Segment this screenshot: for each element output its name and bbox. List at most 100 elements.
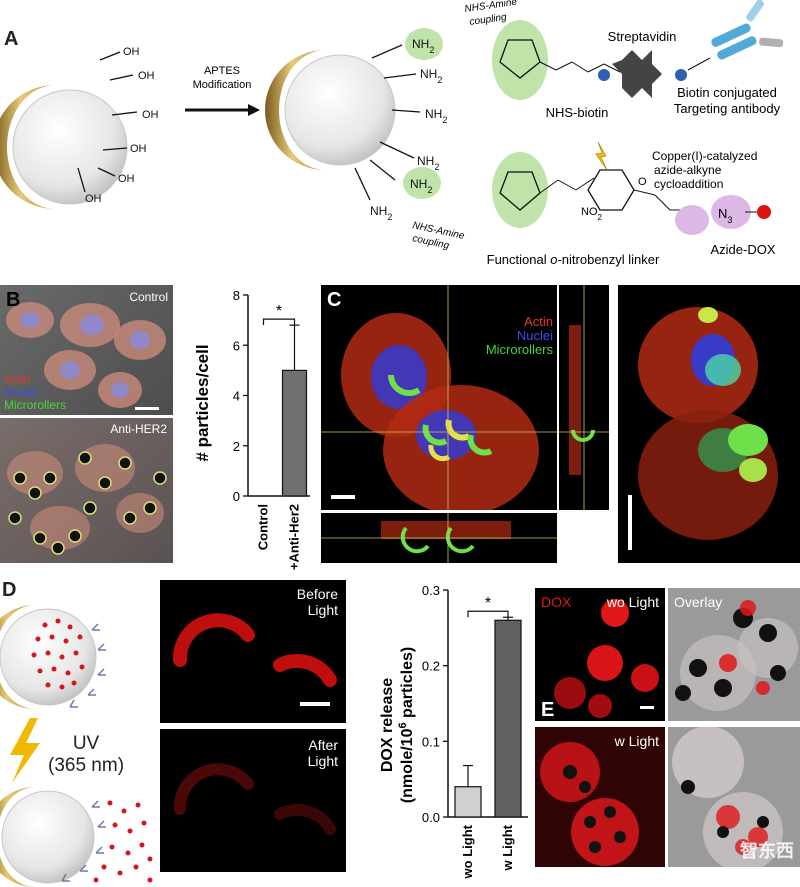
uv-lightning-icon [10,718,40,783]
legend-c-microrollers: Microrollers [485,342,553,357]
fluor-after-light: After Light [160,729,346,872]
chart-d-bar [494,619,522,818]
oh-label-4: OH [130,143,147,155]
micrograph-antiher2: Anti-HER2 [0,418,173,563]
nh2-label-4: NH2 [417,154,439,172]
legend-nuclei: Nuclei [4,385,38,399]
oh-label-1: OH [123,46,140,58]
chart-d-bar [454,786,482,818]
chart-b-ytick-label: 6 [233,338,240,353]
chart-b-ylabel: # particles/cell [193,344,212,461]
before-light-label: Before Light [297,586,338,618]
nh2-label-1: NH2 [412,37,434,55]
legend-actin: Actin [4,372,31,386]
after-light-text: Light [307,753,338,769]
w-light-label: w Light [614,733,659,749]
panel-c-legend: Actin Nuclei Microrollers [486,315,553,357]
panel-c-letter: C [327,289,342,311]
chart-b-axes: 0 2 4 6 8 [233,288,310,504]
n3-label: N3 [718,206,732,225]
panel-d-schematic: D [0,575,160,887]
chart-b-category-label: +Anti-Her2 [287,504,302,570]
no2-label: NO2 [581,206,603,222]
copper-label-1: Copper(I)-catalyzed [652,149,757,163]
chart-b-significance-star: * [276,303,282,320]
panel-a: A [0,0,800,285]
chart-d-marks: wo Light w Light * [454,595,522,879]
biotin-conjugated-label: Biotin conjugated [677,85,777,100]
panel-a-graphic: OH OH OH OH OH OH APTES Modification [0,0,784,267]
panel-b-letter: B [6,289,21,311]
watermark: 智东西 [740,841,794,861]
particle-after-uv [0,787,153,887]
fluor-before-light: Before Light [160,580,346,723]
after-light-label: After Light [308,737,338,769]
oh-label-5: OH [118,173,135,185]
particle-left [0,51,138,209]
chart-b-ytick-label: 2 [233,439,240,454]
chart-d-ytick-label: 0.0 [422,810,440,825]
panel-d-letter: D [2,579,17,601]
confocal-side-xz [321,513,557,563]
wo-light-label: wo Light [606,594,659,610]
chart-b-bar [281,369,308,497]
dox-wo-light: DOX wo Light [535,588,665,721]
particle-before-uv [0,605,106,709]
copper-label-2: azide-alkyne [654,163,722,177]
nh2-label-6: NH2 [370,204,392,222]
confocal-side-yz [559,285,609,510]
chart-b-ytick-label: 8 [233,288,240,303]
nhs-amine-top-2: coupling [469,12,508,28]
particle-middle [265,28,443,201]
nitrobenzyl-linker-structure [492,141,709,235]
micrograph-control: B Control Actin Nuclei Microrollers [0,285,173,415]
antiher2-label: Anti-HER2 [110,422,167,436]
chart-d-ylabel-units: (nmole/106 particles) [397,647,416,803]
overlay-w-light: 智东西 [668,727,800,867]
nh2-label-2: NH2 [420,67,442,85]
chart-d: DOX release (nmole/106 particles) 0.0 0.1… [379,583,528,879]
azide-dox-label: Azide-DOX [710,242,775,257]
chart-d-significance-bracket [467,610,509,618]
chart-d-ytick-label: 0.2 [422,659,440,674]
dox-label: DOX [541,594,572,610]
copper-label-3: cycloaddition [654,177,723,191]
oh-label-3: OH [142,109,159,121]
nh2-label-3: NH2 [425,107,447,125]
legend-c-actin: Actin [524,314,553,329]
nhs-amine-top-1: NHS-Amine [464,0,518,15]
chart-b-category-label: Control [256,504,271,550]
control-label: Control [129,290,168,304]
nh2-label-5: NH2 [410,177,432,195]
chart-b: # particles/cell 0 2 4 6 8 Control +Anti-Her2… [193,288,310,570]
panel-a-letter: A [4,28,19,50]
chart-d-category-label: wo Light [460,824,475,879]
dox-w-light: E w Light [535,699,665,867]
aptes-label: APTES [204,65,240,77]
chart-d-ylabel: DOX release [379,678,396,772]
legend-c-nuclei: Nuclei [516,328,553,343]
targeting-antibody-label: Targeting antibody [674,101,781,116]
chart-d-significance-star: * [485,595,491,612]
chart-d-ytick-label: 0.1 [422,734,440,749]
overlay-label: Overlay [674,594,723,610]
linker-label: Functional o-nitrobenzyl linker [487,252,660,267]
streptavidin-label: Streptavidin [608,29,677,44]
confocal-3d [618,285,800,563]
chart-b-ytick-label: 4 [233,389,240,404]
chart-d-ytick-label: 0.3 [422,583,440,598]
uv-text: UV [72,733,100,754]
chart-b-ytick-label: 0 [233,489,240,504]
chart-b-significance-bracket [262,318,296,326]
aptes-arrow [185,104,260,116]
nhs-biotin-structure [492,0,784,100]
azide-dox-structure [711,195,771,229]
uv-label: UV (365 nm) [48,733,124,777]
chart-d-category-label: w Light [500,824,515,871]
legend-microrollers: Microrollers [4,398,67,412]
modification-label: Modification [193,79,252,91]
oh-label-2: OH [138,70,155,82]
chart-b-marks: Control +Anti-Her2 * [256,303,308,570]
before-text: Before [296,586,338,602]
before-light-text: Light [307,602,338,618]
